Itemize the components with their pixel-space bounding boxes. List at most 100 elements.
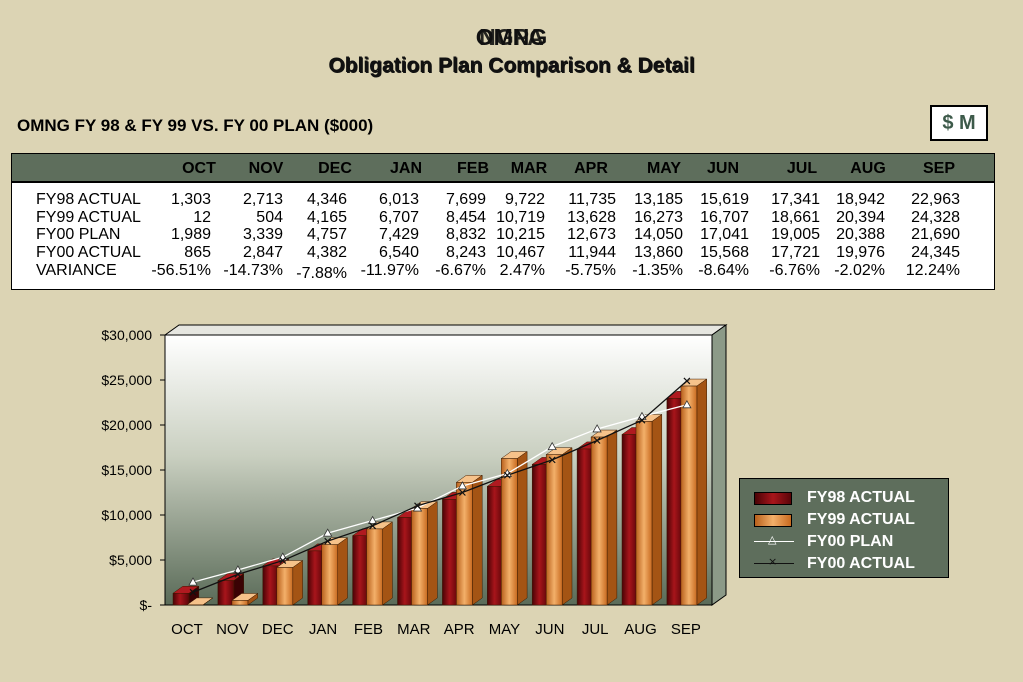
table-cell: 10,215 — [496, 226, 545, 243]
marker-fy00-actual — [638, 416, 646, 424]
bar-fy98-side — [458, 491, 469, 606]
table-cell: 20,388 — [836, 226, 885, 243]
bar-fy99 — [501, 458, 518, 606]
bar-fy98-top — [306, 543, 335, 552]
table-cell: 6,013 — [378, 191, 419, 208]
table-cell: 12.24% — [905, 262, 960, 279]
bar-fy99-top — [186, 597, 214, 606]
x-tick-label: MAR — [397, 621, 431, 638]
bar-fy98-side — [278, 558, 289, 606]
row-label: FY00 ACTUAL — [36, 244, 141, 261]
line-fy00-actual — [192, 380, 688, 593]
bar-fy98 — [352, 535, 369, 606]
column-header: SEP — [922, 160, 956, 177]
bar-fy99-side — [561, 447, 573, 606]
legend-swatch — [754, 492, 792, 505]
bar-fy99-top — [590, 429, 618, 438]
bar-fy99 — [456, 482, 473, 606]
bar-fy98-top — [576, 441, 604, 450]
table-cell: 10,467 — [496, 244, 545, 261]
table-cell: 15,619 — [700, 191, 749, 208]
bar-fy98-side — [368, 528, 379, 606]
table-cell: 13,185 — [634, 191, 683, 208]
table-cell: 12,673 — [567, 226, 616, 243]
marker-fy00-plan — [502, 468, 512, 477]
bar-fy98 — [666, 398, 684, 606]
bar-fy98 — [217, 580, 235, 606]
x-tick-label: DEC — [262, 621, 294, 638]
table-title: OMNG FY 98 & FY 99 VS. FY 00 PLAN ($000) — [17, 116, 374, 135]
x-tick-label: JUN — [535, 621, 564, 638]
bar-fy99-top — [276, 560, 304, 568]
bar-fy99-top — [635, 414, 663, 422]
y-tick-label: $20,000 — [101, 417, 152, 433]
table-cell: -14.73% — [223, 262, 283, 279]
row-label: FY99 ACTUAL — [36, 209, 141, 226]
marker-fy00-actual — [234, 570, 242, 578]
table-cell: 1,989 — [170, 226, 211, 243]
table-cell: 8,243 — [445, 244, 486, 261]
table-cell: 8,454 — [445, 209, 486, 226]
bar-fy98-side — [592, 441, 604, 606]
bar-fy99 — [276, 567, 294, 606]
x-tick-label: MAY — [489, 621, 520, 638]
table-cell: 17,041 — [700, 226, 749, 243]
marker-fy00-plan — [547, 441, 557, 451]
table-cell: -56.51% — [151, 262, 211, 279]
table-cell: 2,847 — [242, 244, 283, 261]
marker-fy00-plan — [412, 503, 423, 512]
marker-fy00-actual — [369, 522, 377, 530]
marker-fy00-actual — [683, 377, 691, 385]
marker-fy00-actual — [189, 588, 197, 596]
bar-fy99-top — [500, 451, 528, 459]
bar-fy99-top — [231, 593, 259, 601]
table-cell: -7.88% — [296, 265, 347, 282]
x-tick-label: APR — [444, 621, 475, 638]
table-cell: 8,832 — [445, 226, 486, 243]
table-cell: -8.64% — [698, 262, 749, 279]
legend-label: FY00 ACTUAL — [807, 555, 915, 572]
bar-fy99-top — [455, 475, 483, 483]
legend-line — [754, 541, 794, 542]
bar-fy98 — [487, 486, 504, 606]
table-cell: 11,944 — [568, 244, 616, 261]
table-cell: 18,942 — [836, 191, 885, 208]
table-cell: 9,722 — [504, 191, 545, 208]
unit-label: $ M — [942, 111, 976, 134]
table-cell: -1.35% — [632, 262, 683, 279]
legend-item: △ FY00 PLAN — [740, 532, 948, 552]
table-cell: 6,540 — [378, 244, 419, 261]
table-cell: 504 — [256, 209, 283, 226]
column-header: NOV — [248, 160, 284, 177]
bar-fy98 — [531, 464, 549, 606]
table-cell: 13,628 — [567, 209, 616, 226]
table-cell: 4,165 — [306, 209, 347, 226]
bar-fy98-top — [621, 427, 649, 435]
unit-badge: $ M — [930, 105, 988, 141]
bar-fy98-top — [531, 457, 559, 465]
marker-fy00-plan — [278, 552, 288, 561]
bar-fy98-top — [486, 479, 514, 487]
bar-fy99-top — [365, 521, 394, 530]
table-cell: 16,707 — [700, 209, 749, 226]
legend-item: FY98 ACTUAL — [740, 488, 948, 508]
table-cell: 22,963 — [911, 191, 960, 208]
bar-fy99-side — [292, 560, 303, 606]
bar-fy99-top — [410, 501, 439, 509]
y-tick-label: $10,000 — [101, 507, 152, 523]
marker-fy00-plan — [637, 411, 647, 420]
table-cell: 18,661 — [771, 209, 820, 226]
column-header: JAN — [389, 160, 423, 177]
table-cell: 11,735 — [568, 191, 616, 208]
bar-fy98-top — [396, 510, 425, 518]
row-label: FY98 ACTUAL — [36, 191, 141, 208]
marker-fy00-actual — [279, 557, 287, 564]
bar-fy99 — [411, 508, 428, 606]
bar-fy99-side — [382, 521, 393, 606]
marker-fy00-plan — [323, 528, 333, 537]
table-cell: -2.02% — [834, 262, 885, 279]
bar-fy98-side — [323, 543, 334, 606]
bar-fy98 — [397, 517, 414, 606]
marker-fy00-actual — [548, 456, 556, 464]
table-cell: 12 — [193, 209, 211, 226]
